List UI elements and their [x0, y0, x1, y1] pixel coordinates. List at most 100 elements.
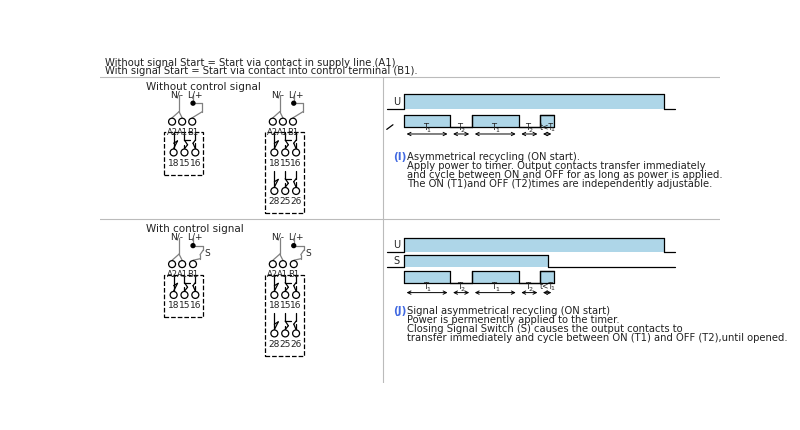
Circle shape: [282, 187, 289, 194]
Text: t<T: t<T: [540, 282, 554, 291]
Text: (J): (J): [393, 306, 406, 316]
Text: T: T: [457, 123, 462, 132]
Text: 2: 2: [529, 287, 533, 292]
Text: A1: A1: [177, 128, 188, 137]
Circle shape: [271, 330, 278, 337]
Text: 1: 1: [495, 287, 498, 292]
Text: 16: 16: [290, 159, 302, 168]
Text: S: S: [394, 256, 400, 266]
Circle shape: [169, 118, 175, 125]
Circle shape: [170, 149, 177, 156]
Circle shape: [181, 292, 188, 298]
Text: T: T: [491, 123, 496, 132]
Text: Closing Signal Switch (S) causes the output contacts to: Closing Signal Switch (S) causes the out…: [407, 324, 682, 334]
Text: A2: A2: [166, 270, 178, 279]
Text: 25: 25: [279, 340, 291, 349]
Text: The ON (T1)and OFF (T2)times are independently adjustable.: The ON (T1)and OFF (T2)times are indepen…: [407, 179, 712, 190]
Circle shape: [279, 261, 286, 267]
Bar: [472, 115, 518, 127]
Text: T: T: [491, 282, 496, 291]
Bar: [404, 115, 450, 127]
Circle shape: [192, 149, 199, 156]
Text: Without signal Start = Start via contact in supply line (A1).: Without signal Start = Start via contact…: [105, 58, 398, 68]
Text: L/+: L/+: [288, 233, 304, 242]
Text: t<T: t<T: [540, 123, 554, 132]
Circle shape: [190, 261, 197, 267]
Text: A2: A2: [267, 270, 278, 279]
Text: 1: 1: [426, 128, 430, 133]
Circle shape: [189, 118, 196, 125]
Text: 18: 18: [168, 159, 179, 168]
Text: (I): (I): [393, 152, 406, 162]
Text: Asymmetrical recycling (ON start).: Asymmetrical recycling (ON start).: [407, 152, 580, 162]
Text: L/+: L/+: [187, 233, 203, 242]
Circle shape: [191, 244, 195, 248]
Text: U: U: [393, 97, 400, 107]
Bar: [404, 255, 548, 267]
Text: L/+: L/+: [187, 90, 203, 99]
Text: 16: 16: [190, 301, 201, 310]
Text: 15: 15: [279, 301, 291, 310]
Text: B1: B1: [287, 128, 298, 137]
Text: L/+: L/+: [288, 90, 304, 99]
Text: N/-: N/-: [170, 233, 183, 242]
Text: N/-: N/-: [271, 90, 284, 99]
Text: 18: 18: [269, 159, 280, 168]
Text: U: U: [393, 240, 400, 250]
Text: 26: 26: [290, 197, 302, 206]
Text: A1: A1: [278, 128, 288, 137]
Circle shape: [292, 244, 296, 248]
Text: With signal Start = Start via contact into control terminal (B1).: With signal Start = Start via contact in…: [105, 66, 418, 76]
Bar: [404, 271, 450, 283]
Text: 18: 18: [168, 301, 179, 310]
Text: 28: 28: [269, 340, 280, 349]
Text: T: T: [526, 123, 530, 132]
Text: 28: 28: [269, 197, 280, 206]
Bar: [540, 271, 554, 283]
Text: B1: B1: [186, 128, 198, 137]
Text: S: S: [205, 249, 210, 258]
Text: 2: 2: [461, 128, 465, 133]
Bar: [164, 275, 203, 317]
Circle shape: [169, 261, 175, 267]
Circle shape: [270, 261, 276, 267]
Circle shape: [293, 187, 299, 194]
Circle shape: [290, 261, 298, 267]
Text: A2: A2: [166, 128, 178, 137]
Text: 1: 1: [495, 128, 498, 133]
Text: 26: 26: [290, 340, 302, 349]
Text: N/-: N/-: [170, 90, 183, 99]
Circle shape: [191, 101, 195, 105]
Text: N/-: N/-: [271, 233, 284, 242]
Text: 2: 2: [529, 128, 533, 133]
Text: 15: 15: [178, 159, 190, 168]
Text: Apply power to timer. Output contacts transfer immediately: Apply power to timer. Output contacts tr…: [407, 161, 706, 171]
Circle shape: [279, 118, 286, 125]
Text: 16: 16: [290, 301, 302, 310]
Circle shape: [181, 149, 188, 156]
Text: A1: A1: [278, 270, 288, 279]
Text: 15: 15: [279, 159, 291, 168]
Text: B1: B1: [187, 270, 198, 279]
Circle shape: [293, 149, 299, 156]
Text: and cycle between ON and OFF for as long as power is applied.: and cycle between ON and OFF for as long…: [407, 170, 722, 180]
Text: T: T: [423, 123, 428, 132]
Text: 25: 25: [279, 197, 291, 206]
Circle shape: [293, 292, 299, 298]
Circle shape: [292, 101, 296, 105]
Bar: [540, 115, 554, 127]
Text: transfer immediately and cycle between ON (T1) and OFF (T2),until opened.: transfer immediately and cycle between O…: [407, 333, 787, 344]
Text: 16: 16: [190, 159, 201, 168]
Text: B1: B1: [288, 270, 299, 279]
Bar: [265, 132, 304, 213]
Circle shape: [271, 292, 278, 298]
Text: With control signal: With control signal: [146, 224, 244, 234]
Text: Power is permenently applied to the timer.: Power is permenently applied to the time…: [407, 315, 619, 325]
Text: 1: 1: [550, 286, 554, 291]
Text: Signal asymmetrical recycling (ON start): Signal asymmetrical recycling (ON start): [407, 306, 610, 316]
Text: T: T: [423, 282, 428, 291]
Text: 2: 2: [461, 287, 465, 292]
Text: A1: A1: [177, 270, 188, 279]
Circle shape: [178, 118, 186, 125]
Text: 18: 18: [269, 301, 280, 310]
